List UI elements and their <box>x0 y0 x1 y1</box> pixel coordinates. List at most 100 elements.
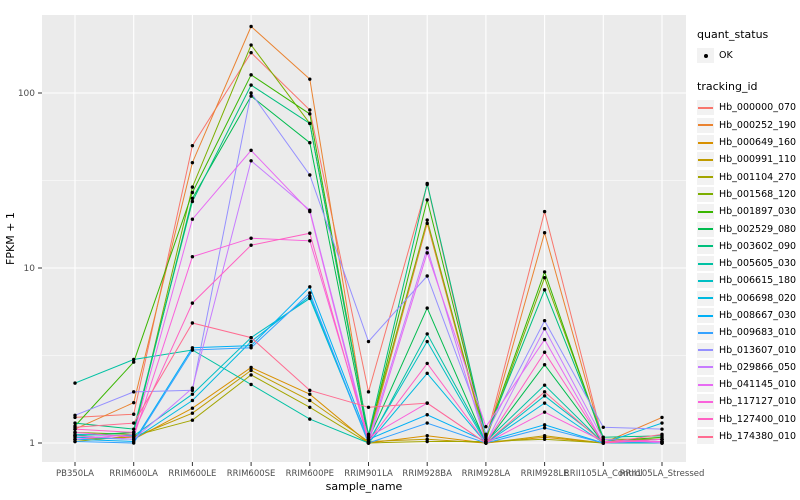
data-point <box>601 425 605 429</box>
legend-entry-label: Hb_003602_090 <box>719 240 797 252</box>
data-point <box>366 405 371 409</box>
legend-key-swatch <box>697 204 714 220</box>
legend-entry-label: Hb_000649_160 <box>719 137 797 149</box>
data-point <box>542 434 547 438</box>
data-point <box>190 301 195 305</box>
data-point <box>249 94 253 98</box>
data-point <box>425 401 429 405</box>
data-point <box>132 430 136 435</box>
legend-entry-label: Hb_041145_010 <box>719 379 797 391</box>
legend-entry: Hb_006698_020 <box>697 290 797 307</box>
legend-entry-label: OK <box>719 50 733 62</box>
data-point <box>249 243 253 247</box>
data-point <box>542 410 547 414</box>
data-point <box>249 43 253 47</box>
data-point <box>249 83 253 87</box>
x-tick-label: RRIM928LA <box>462 469 511 479</box>
tracking-id-entries: Hb_000000_070 Hb_000252_190 Hb_000649_160 H… <box>697 99 797 445</box>
data-point <box>249 382 253 387</box>
legend-key-line <box>698 210 713 213</box>
data-point <box>73 381 77 385</box>
data-point <box>308 121 312 126</box>
legend-entry: Hb_029866_050 <box>697 359 797 376</box>
data-point <box>308 294 312 298</box>
legend-entry: Hb_005605_030 <box>697 255 797 272</box>
legend-entry-label: Hb_000252_190 <box>719 119 797 131</box>
data-point <box>542 326 547 331</box>
data-point <box>73 425 77 429</box>
data-point <box>425 221 429 226</box>
y-tick-label: 10 <box>24 264 36 274</box>
ok-point-key <box>697 48 714 64</box>
plot-panel <box>42 15 686 462</box>
data-point <box>190 143 195 148</box>
data-point <box>601 441 605 445</box>
legend-entry-label: Hb_117127_010 <box>719 396 797 408</box>
legend-key-line <box>698 331 713 334</box>
legend-entry: Hb_174380_010 <box>697 428 797 445</box>
legend-key-line <box>698 193 713 196</box>
data-point <box>132 421 136 425</box>
data-point <box>249 148 253 153</box>
data-point <box>190 386 195 390</box>
legend-key-swatch <box>697 186 714 202</box>
legend: quant_status OK tracking_id Hb_000000_07… <box>697 28 797 461</box>
data-point <box>249 335 253 340</box>
data-point <box>249 50 253 55</box>
data-point <box>308 108 312 112</box>
legend-entry-label: Hb_009683_010 <box>719 327 797 339</box>
data-point <box>308 209 312 214</box>
data-point <box>249 365 253 370</box>
data-point <box>190 190 195 195</box>
data-point <box>249 236 253 240</box>
y-axis-title: FPKM + 1 <box>4 212 17 265</box>
legend-key-line <box>698 297 713 300</box>
legend-key-swatch <box>697 429 714 445</box>
data-point <box>542 437 547 441</box>
legend-entry: Hb_000649_160 <box>697 134 797 151</box>
data-point <box>484 441 488 445</box>
data-point <box>425 306 429 310</box>
data-point <box>132 435 136 439</box>
data-point <box>425 439 429 444</box>
data-point <box>542 401 547 405</box>
data-point <box>308 388 312 393</box>
legend-key-line <box>698 245 713 248</box>
data-point <box>366 390 371 394</box>
data-point <box>542 276 547 280</box>
legend-entry-ok: OK <box>697 47 797 64</box>
data-point <box>308 173 312 177</box>
data-point <box>660 421 664 425</box>
quant-status-title: quant_status <box>697 28 769 41</box>
legend-key-line <box>698 106 713 109</box>
legend-key-line <box>698 158 713 161</box>
legend-entry: Hb_013607_010 <box>697 341 797 358</box>
data-point <box>249 159 253 163</box>
data-point <box>308 112 312 116</box>
x-tick-label: PB350LA <box>56 469 94 479</box>
legend-entry-label: Hb_001104_270 <box>719 171 797 183</box>
data-point <box>190 398 195 403</box>
data-point <box>542 318 547 323</box>
data-point <box>249 73 253 77</box>
legend-entry-label: Hb_006698_020 <box>719 292 797 304</box>
data-point <box>366 439 371 444</box>
data-point <box>425 246 429 250</box>
data-point <box>132 427 136 431</box>
legend-entry: Hb_006615_180 <box>697 272 797 289</box>
data-point <box>132 441 136 445</box>
data-point <box>190 199 195 204</box>
data-point <box>308 140 312 145</box>
x-tick-label: RRIM928BA <box>402 469 452 479</box>
data-point <box>660 427 664 431</box>
data-point <box>308 398 312 403</box>
data-point <box>425 434 429 438</box>
data-point <box>249 24 253 29</box>
data-point <box>660 415 664 420</box>
legend-entry: Hb_000252_190 <box>697 117 797 134</box>
legend-entry: Hb_127400_010 <box>697 411 797 428</box>
legend-key-line <box>698 314 713 317</box>
legend-entry: Hb_009683_010 <box>697 324 797 341</box>
legend-entry-label: Hb_008667_030 <box>719 310 797 321</box>
legend-key-line <box>698 176 713 179</box>
